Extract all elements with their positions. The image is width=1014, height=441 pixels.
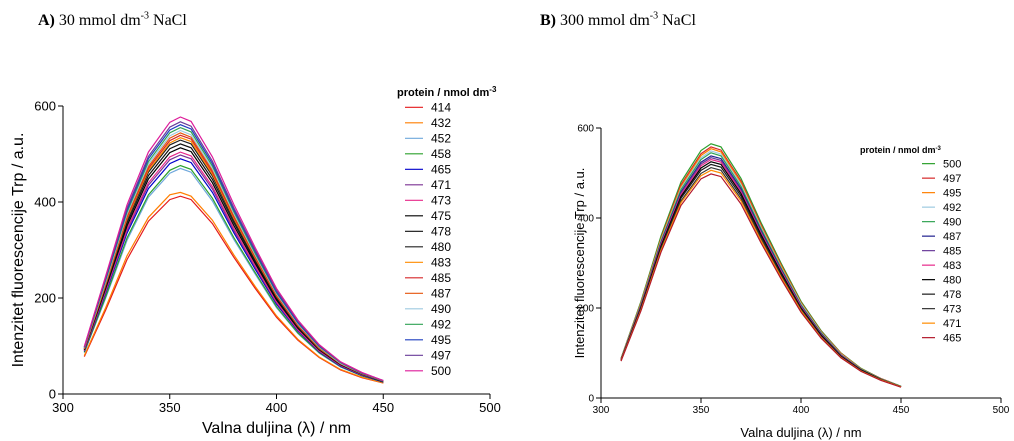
panel-b-letter: B): [540, 12, 556, 29]
chart-a-legend-label-483: 483: [431, 256, 451, 270]
chart-a-x-tick-label: 400: [266, 400, 288, 415]
chart-b-legend-title: protein / nmol dm-3: [860, 145, 941, 155]
chart-a-legend-label-500: 500: [431, 364, 451, 378]
chart-b-legend-label-471: 471: [943, 318, 961, 330]
chart-b-x-tick-label: 300: [593, 405, 610, 416]
chart-b-series-497-line: [620, 146, 902, 387]
chart-b-y-tick-label: 0: [588, 394, 594, 405]
chart-b-x-axis-label: Valna duljina (λ) / nm: [740, 425, 861, 440]
chart-a-legend-label-490: 490: [431, 302, 451, 316]
chart-b-legend-label-495: 495: [943, 188, 961, 200]
chart-b-x-tick-label: 450: [893, 405, 910, 416]
chart-a-legend-label-471: 471: [431, 178, 451, 192]
chart-a-legend-label-432: 432: [431, 116, 451, 130]
chart-b-legend-label-487: 487: [943, 231, 961, 243]
chart-b-legend-label-490: 490: [943, 217, 961, 229]
chart-b-legend-label-500: 500: [943, 159, 961, 171]
chart-b-series-473-line: [620, 166, 902, 388]
panel-b-label: 300 mmol dm: [560, 12, 650, 29]
panel-a-letter: A): [38, 12, 55, 29]
chart-b-legend-title-exponent: -3: [936, 146, 942, 152]
chart-a-x-tick-label: 500: [479, 400, 501, 415]
panel-a-salt: NaCl: [153, 12, 187, 29]
chart-b-series-492-line: [620, 150, 902, 387]
chart-a-y-tick-label: 600: [34, 99, 56, 114]
chart-a-legend-label-495: 495: [431, 333, 451, 347]
chart-b-y-tick-label: 400: [577, 214, 594, 225]
chart-b-y-tick-label: 600: [577, 124, 594, 135]
chart-b-series-500-line: [620, 143, 902, 387]
chart-a-legend-label-414: 414: [431, 101, 451, 115]
chart-b-series-487-line: [620, 155, 902, 388]
chart-b-legend-label-465: 465: [943, 333, 961, 345]
chart-b-legend-label-497: 497: [943, 173, 961, 185]
chart-a-legend-title: protein / nmol dm-3: [397, 85, 497, 100]
panel-b-title: B) 300 mmol dm-3 NaCl: [540, 10, 696, 30]
chart-b-x-tick-label: 400: [793, 405, 810, 416]
panel-a-title: A) 30 mmol dm-3 NaCl: [38, 10, 187, 30]
chart-b-legend-label-492: 492: [943, 202, 961, 214]
chart-b-legend-label-480: 480: [943, 275, 961, 287]
chart-b-x-tick-label: 350: [693, 405, 710, 416]
chart-b-series-485-line: [620, 157, 902, 388]
chart-b-series-465-line: [620, 173, 902, 388]
panel-b-salt: NaCl: [662, 12, 696, 29]
chart-a-legend-label-465: 465: [431, 163, 451, 177]
chart-a-x-axis-label: Valna duljina (λ) / nm: [202, 420, 351, 437]
chart-a-legend-label-487: 487: [431, 287, 451, 301]
chart-a-legend-label-473: 473: [431, 194, 451, 208]
chart-a-x-tick-label: 300: [52, 400, 74, 415]
chart-a-legend-label-475: 475: [431, 209, 451, 223]
chart-a-legend-label-452: 452: [431, 132, 451, 146]
chart-b-series-478-line: [620, 163, 902, 388]
chart-a-legend-label-480: 480: [431, 240, 451, 254]
chart-b-series-483-line: [620, 158, 902, 388]
panel-b-exponent: -3: [649, 10, 659, 22]
chart-b-y-tick-label: 200: [577, 304, 594, 315]
chart-b-x-tick-label: 500: [993, 405, 1010, 416]
chart-a-y-tick-label: 0: [49, 387, 56, 402]
chart-b-series-471-line: [620, 169, 902, 388]
chart-b-legend-label-485: 485: [943, 246, 961, 258]
chart-a-legend-label-458: 458: [431, 147, 451, 161]
chart-b-y-axis-label: Intenzitet fluorescencije Trp / a.u.: [572, 168, 587, 359]
chart-b-series-495-line: [620, 148, 902, 387]
chart-a-legend-title-exponent: -3: [489, 85, 497, 94]
panel-a-label: 30 mmol dm: [58, 12, 141, 29]
chart-b-legend-label-483: 483: [943, 260, 961, 272]
chart-a-series-432-line: [83, 191, 384, 384]
chart-b-legend-label-478: 478: [943, 289, 961, 301]
chart-b-series-480-line: [620, 161, 902, 388]
chart-a-y-axis-label: Intenzitet fluorescencije Trp / a.u.: [10, 133, 27, 368]
panel-a-exponent: -3: [140, 10, 150, 22]
chart-a-series-473-line: [83, 151, 384, 383]
chart-a-y-tick-label: 200: [34, 291, 56, 306]
chart-b-series-490-line: [620, 152, 902, 387]
chart-a-x-tick-label: 450: [372, 400, 394, 415]
chart-a-legend-label-485: 485: [431, 271, 451, 285]
chart-a-legend-label-492: 492: [431, 318, 451, 332]
chart-b-legend-label-473: 473: [943, 304, 961, 316]
chart-a-legend-label-478: 478: [431, 225, 451, 239]
chart-a-legend-label-497: 497: [431, 349, 451, 363]
chart-a-y-tick-label: 400: [34, 195, 56, 210]
chart-a-x-tick-label: 350: [159, 400, 181, 415]
chart-a-series-500-line: [83, 116, 384, 382]
